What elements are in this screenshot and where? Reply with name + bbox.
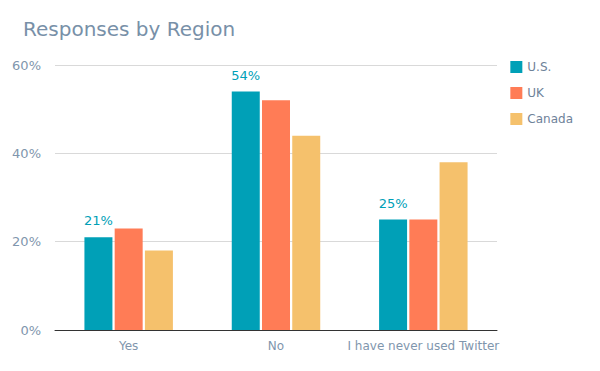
svg-text:60%: 60% — [12, 58, 41, 73]
svg-text:No: No — [268, 339, 284, 353]
svg-text:21%: 21% — [84, 213, 113, 228]
svg-text:54%: 54% — [231, 68, 260, 83]
svg-text:I have never used Twitter: I have never used Twitter — [347, 339, 499, 353]
svg-text:U.S.: U.S. — [527, 60, 551, 74]
svg-text:0%: 0% — [20, 323, 41, 338]
svg-text:Yes: Yes — [118, 339, 138, 353]
svg-text:UK: UK — [527, 86, 545, 100]
svg-text:Canada: Canada — [527, 112, 573, 126]
svg-text:40%: 40% — [12, 146, 41, 161]
svg-text:20%: 20% — [12, 234, 41, 249]
svg-text:Responses by Region: Responses by Region — [23, 17, 235, 41]
svg-text:25%: 25% — [379, 196, 408, 211]
